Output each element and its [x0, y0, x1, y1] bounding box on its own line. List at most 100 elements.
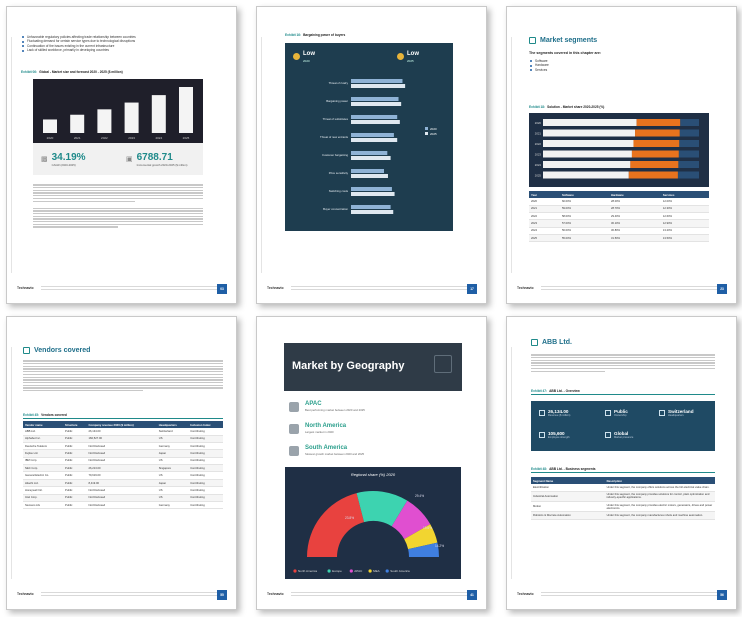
table-cell: Contributing — [188, 479, 223, 488]
legend-label: North America — [298, 569, 317, 573]
category-label: Bargaining power — [326, 99, 348, 103]
share-segment — [636, 119, 681, 126]
table-cell: 30.10% — [608, 219, 661, 228]
slice-label: 23.8% — [345, 516, 354, 520]
table-header: Headquarters — [156, 421, 189, 429]
table-cell: Contributing — [188, 457, 223, 466]
table-cell: Fujitsu Ltd. — [23, 449, 64, 458]
page-margin-line — [511, 37, 512, 273]
table-cell: 12.60% — [660, 212, 709, 221]
table-cell: Switzerland — [156, 428, 189, 436]
segment-item: Hardware — [529, 63, 649, 67]
table-cell: Public — [63, 435, 87, 443]
share-segment — [633, 140, 680, 147]
exhibit-caption: Exhibit 48: ABB Ltd. - Business segments — [531, 467, 715, 474]
bar-2025 — [351, 156, 391, 160]
segments-icon — [529, 37, 536, 44]
kpi-presence: Global Market presence — [605, 431, 633, 439]
kpi-employees: 105,600 Employee strength — [539, 431, 570, 439]
market-share-chart: 2020 2021 2022 2023 2024 2025 — [529, 113, 709, 187]
left-rating: Low — [303, 51, 315, 57]
globe-icon — [605, 432, 611, 438]
region-apac: APAC Best performing market between 2020 … — [289, 401, 365, 412]
exhibit-title: Global - Market size and forecast 2020 -… — [39, 70, 123, 74]
table-cell: Public — [63, 471, 87, 480]
growth-stat: ▣ 6788.71 Incremental growth 2020-2025 (… — [118, 152, 203, 167]
regional-share-chart: Regional share (%) 2020 29.4% 23.8% 19.6% 1… — [285, 467, 461, 579]
footer-brand: Technavio — [17, 286, 34, 290]
page-footer: Technavio — [267, 587, 476, 601]
table-cell: Not Disclosed — [86, 494, 157, 502]
table-cell: US — [156, 486, 189, 495]
table-cell: Electrification — [531, 484, 605, 492]
bullet-item: Lack of skilled workforce, primarily in … — [21, 48, 221, 52]
footer-brand: Technavio — [517, 286, 534, 290]
slice-label: 29.4% — [415, 494, 424, 498]
bar-2020 — [351, 187, 392, 191]
legend-item: 2020 — [425, 127, 437, 132]
thumb-up-icon — [289, 402, 299, 412]
table-row: 2024 56.00% 30.80% 13.20% — [529, 227, 709, 236]
table-cell: 12.90% — [660, 219, 709, 228]
share-segment — [543, 171, 629, 179]
company-overview-box: 26,134.00 Revenue ($ million) Public Owner… — [531, 401, 715, 451]
table-cell: US — [156, 471, 189, 480]
table-cell: 2021 — [529, 205, 560, 213]
page-margin-line — [11, 347, 12, 579]
table-cell: Under this segment, the company offers s… — [604, 484, 715, 492]
table-header: Services — [660, 191, 709, 199]
share-segment — [678, 150, 699, 158]
bar-2025 — [351, 138, 398, 142]
table-cell: Singapore — [156, 464, 189, 473]
region-south-america: South America Slowest growth market betwe… — [289, 445, 364, 456]
bar-2020 — [351, 151, 388, 155]
share-segment — [628, 171, 678, 179]
table-cell: 182,527.00 — [86, 435, 157, 443]
table-cell: Contributing — [188, 486, 223, 495]
legend-label: South America — [390, 569, 410, 573]
vendors-icon — [23, 347, 30, 354]
bullet-list: Unfavorable regulatory policies affectin… — [21, 35, 221, 53]
bar-2025 — [351, 174, 388, 178]
table-cell: 2025 — [529, 234, 560, 243]
table-header: Software — [559, 191, 609, 199]
footer-brand: Technavio — [517, 592, 534, 596]
table-cell: 8,419.00 — [86, 479, 157, 488]
table-cell: US — [156, 457, 189, 466]
growth-value: 6788.71 — [136, 151, 173, 163]
donut-slice — [391, 500, 431, 540]
donut-title: Regional share (%) 2020 — [350, 472, 396, 477]
bullet-item: Fluctuating demand for certain service t… — [21, 39, 221, 43]
table-header: Vendor name — [23, 421, 64, 429]
table-cell: 2023 — [529, 219, 560, 228]
category-label: Customer bargaining — [322, 153, 348, 157]
table-cell: Public — [63, 457, 87, 466]
page-footer: Technavio — [517, 587, 726, 601]
kpi-revenue: 26,134.00 Revenue ($ million) — [539, 409, 570, 417]
bar-2025 — [351, 102, 402, 106]
table-header: Company revenue 2020 ($ million) — [86, 421, 157, 429]
table-cell: Public — [63, 428, 87, 436]
table-row: Alphabet Inc. Public 182,527.00 US Contribut… — [23, 435, 223, 443]
report-page-6: ABB Ltd. Exhibit 47: ABB Ltd. - Overview … — [506, 316, 737, 610]
geography-title: Market by Geography — [292, 360, 405, 372]
bar-2020 — [351, 169, 384, 173]
regional-share-donut: 29.4% 23.8% 19.6% 14.2% North America Europe A… — [293, 491, 444, 573]
revenue-icon — [539, 410, 545, 416]
page-footer: Technavio — [17, 587, 226, 601]
table-cell: 60.00% — [559, 198, 609, 206]
table-cell: US — [156, 435, 189, 443]
tick-label: 2023 — [128, 136, 135, 140]
table-cell: 30.80% — [608, 227, 661, 236]
table-cell: Not Disclosed — [86, 449, 157, 458]
exhibit-caption: Exhibit 16: Bargaining power of buyers — [285, 33, 465, 37]
report-page-4: Vendors covered Exhibit 45: Vendors cover… — [6, 316, 237, 610]
sun-icon — [397, 53, 404, 60]
exhibit-tag: Exhibit 06: — [21, 70, 38, 74]
table-row: Fujitsu Ltd. Public Not Disclosed Japan Cont… — [23, 449, 223, 458]
share-segment — [631, 150, 679, 158]
table-cell: Contributing — [188, 471, 223, 480]
report-page-5: Market by Geography APAC Best performing … — [256, 316, 487, 610]
table-cell: Robotics & Discrete Automation — [531, 511, 605, 520]
geography-header: Market by Geography — [284, 343, 462, 391]
